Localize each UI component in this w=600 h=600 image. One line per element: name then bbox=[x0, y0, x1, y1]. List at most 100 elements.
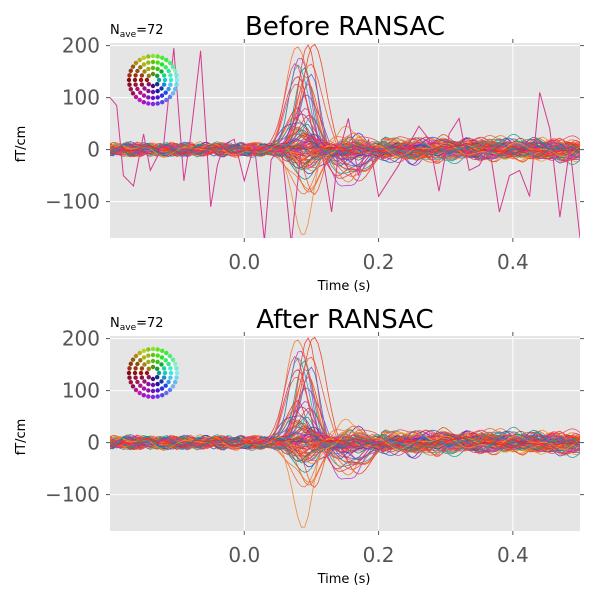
sensor-dot bbox=[139, 73, 145, 78]
sensor-dot bbox=[133, 82, 138, 87]
sensor-dot bbox=[146, 73, 151, 79]
sensor-dot bbox=[139, 375, 145, 380]
sensor-dot bbox=[168, 82, 173, 87]
sensor-dot bbox=[142, 379, 147, 384]
sensor-dot bbox=[137, 390, 142, 396]
sensor-dot bbox=[150, 376, 156, 382]
sensor-dot bbox=[150, 352, 156, 358]
sensor-dot bbox=[128, 68, 133, 74]
sensor-dot bbox=[133, 94, 139, 100]
sensor-dot bbox=[167, 353, 173, 359]
sensor-dot bbox=[146, 381, 151, 387]
sensor-dot bbox=[133, 73, 138, 78]
sensor-dot bbox=[130, 384, 136, 389]
x-tick-label: 0.0 bbox=[228, 250, 260, 274]
x-tick-label: 0.4 bbox=[497, 543, 529, 567]
sensor-dot bbox=[174, 366, 179, 371]
sensor-dot bbox=[173, 361, 178, 366]
sensor-dot bbox=[159, 86, 164, 91]
sensor-dot bbox=[155, 60, 160, 65]
nave-label: Nave=72 bbox=[110, 23, 164, 40]
sensor-dot bbox=[128, 87, 133, 92]
sensor-dot bbox=[159, 386, 165, 391]
y-tick-label: 100 bbox=[62, 379, 100, 403]
sensor-dot bbox=[168, 370, 174, 376]
sensor-dot bbox=[127, 82, 132, 87]
sensor-dot bbox=[141, 55, 146, 60]
sensor-dot bbox=[159, 62, 165, 67]
sensor-dot bbox=[150, 53, 156, 59]
sensor-dot bbox=[130, 64, 136, 69]
sensor-dot bbox=[156, 370, 162, 376]
sensor-dot bbox=[126, 370, 132, 376]
sensor-dot bbox=[146, 388, 151, 393]
sensor-dot bbox=[146, 394, 151, 399]
sensor-dot bbox=[166, 361, 171, 367]
sensor-legend-bg bbox=[131, 58, 175, 102]
sensor-dot bbox=[174, 73, 179, 78]
sensor-dot bbox=[168, 366, 173, 371]
sensor-dot bbox=[155, 381, 160, 387]
sensor-dot bbox=[155, 66, 160, 72]
sensor-dot bbox=[142, 86, 147, 91]
sensor-dot bbox=[139, 366, 145, 371]
traces bbox=[110, 336, 580, 528]
sensor-dot bbox=[164, 350, 169, 356]
sensor-dot bbox=[162, 77, 168, 83]
sensor-dot bbox=[155, 353, 160, 358]
sensor-dot bbox=[155, 95, 160, 100]
sensor-dot bbox=[155, 54, 160, 59]
sensor-legend bbox=[126, 53, 180, 107]
x-axis-label: Time (s) bbox=[317, 279, 371, 294]
y-tick-label: 0 bbox=[87, 138, 100, 162]
sensor-dot bbox=[163, 383, 168, 388]
sensor-dot bbox=[150, 95, 156, 101]
x-tick-label: 0.2 bbox=[363, 543, 395, 567]
sensor-dot bbox=[160, 100, 165, 105]
sensor-dot bbox=[150, 382, 156, 388]
sensor-dot bbox=[141, 100, 146, 105]
nave-label: Nave=72 bbox=[110, 316, 164, 333]
sensor-dot bbox=[128, 361, 133, 366]
sensor-dot bbox=[150, 65, 156, 71]
sensor-dot bbox=[166, 379, 171, 385]
sensor-dot bbox=[135, 68, 140, 74]
sensor-dot bbox=[170, 384, 176, 389]
sensor-dot bbox=[163, 65, 168, 70]
sensor-dot bbox=[170, 91, 176, 96]
sensor-dot bbox=[174, 375, 179, 380]
sensor-dot bbox=[167, 94, 173, 100]
sensor-dot bbox=[135, 379, 140, 385]
y-tick-label: 200 bbox=[62, 34, 100, 58]
traces bbox=[110, 43, 580, 238]
sensor-dot bbox=[150, 89, 156, 95]
sensor-dot bbox=[144, 370, 150, 376]
x-tick-label: 0.0 bbox=[228, 543, 260, 567]
y-tick-label: 200 bbox=[62, 327, 100, 351]
sensor-dot bbox=[174, 82, 179, 87]
sensor-dot bbox=[174, 370, 180, 376]
sensor-dot bbox=[162, 370, 168, 376]
ticks: 0.0 0.2 0.4 200 100 0 −100 bbox=[45, 327, 584, 567]
channel-trace bbox=[110, 137, 580, 163]
sensor-dot bbox=[132, 370, 138, 376]
sensor-dot bbox=[142, 362, 147, 367]
sensor-dot bbox=[168, 73, 173, 78]
sensor-dot bbox=[141, 62, 147, 67]
sensor-dot bbox=[173, 68, 178, 74]
sensor-dot bbox=[137, 57, 142, 63]
sensor-dot bbox=[173, 87, 178, 92]
sensor-dot bbox=[138, 370, 144, 376]
sensor-dot bbox=[161, 73, 167, 78]
x-tick-label: 0.4 bbox=[497, 250, 529, 274]
channel-trace bbox=[110, 430, 580, 456]
sensor-dot bbox=[130, 91, 136, 96]
sensor-dot bbox=[170, 64, 176, 69]
sensor-dot bbox=[173, 380, 178, 385]
sensor-dot bbox=[137, 97, 142, 103]
sensor-dot bbox=[132, 77, 138, 83]
sensor-dot bbox=[168, 375, 173, 380]
sensor-dot bbox=[146, 60, 151, 65]
sensor-dot bbox=[164, 97, 169, 103]
